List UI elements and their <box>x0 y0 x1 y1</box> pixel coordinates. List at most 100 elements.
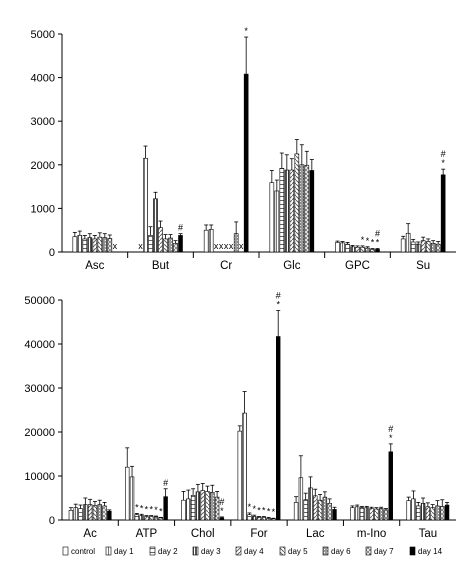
bar-But-day-5 <box>163 238 168 253</box>
legend-label-control: control <box>71 547 95 556</box>
y-tick-label: 20000 <box>24 427 55 439</box>
bar-Asc-day-3 <box>87 237 93 253</box>
bar-Su-day-3 <box>415 243 421 253</box>
category-label-Glc: Glc <box>283 260 301 272</box>
significance-marker: * <box>244 26 248 36</box>
category-label-Ac: Ac <box>83 528 97 540</box>
bar-For-day-4 <box>256 517 262 521</box>
not-detected-marker: x <box>224 241 229 251</box>
bar-m-Ino-day-14 <box>388 451 393 521</box>
legend-swatch-day-1 <box>105 546 112 556</box>
bar-m-Ino-day-7 <box>383 509 389 521</box>
bar-Ac-day-14 <box>107 510 112 521</box>
legend-swatch-day-7 <box>365 546 372 556</box>
significance-marker: * <box>389 433 393 443</box>
bar-Ac-day-4 <box>87 504 93 521</box>
legend-swatch-day-2 <box>149 546 156 556</box>
y-tick-label: 3000 <box>31 116 55 128</box>
significance-marker: * <box>135 502 139 512</box>
bar-m-Ino-day-5 <box>374 508 379 521</box>
y-tick-label: 4000 <box>31 73 55 85</box>
category-label-Asc: Asc <box>85 260 104 272</box>
bar-Lac-control <box>293 502 299 521</box>
bar-Tau-day-1 <box>411 498 416 521</box>
bar-Tau-day-14 <box>444 504 450 521</box>
legend-label-day-3: day 3 <box>201 547 221 556</box>
bar-For-control <box>237 430 242 521</box>
bar-Ac-day-7 <box>102 505 107 521</box>
significance-marker: * <box>262 505 266 515</box>
bar-Tau-day-4 <box>425 506 431 521</box>
significance-marker: * <box>441 158 445 168</box>
category-label-ATP: ATP <box>136 528 158 540</box>
significance-marker: # <box>375 229 380 239</box>
significance-marker: * <box>366 236 370 246</box>
bar-Tau-control <box>406 500 411 521</box>
bar-Asc-day-1 <box>77 235 83 253</box>
bar-Asc-day-5 <box>97 236 103 253</box>
significance-marker: # <box>441 149 446 159</box>
significance-marker: * <box>149 505 153 515</box>
significance-marker: * <box>140 503 144 513</box>
bar-Chol-day-2 <box>190 495 196 521</box>
category-label-But: But <box>152 260 170 272</box>
bar-Chol-day-3 <box>195 491 201 521</box>
significance-marker: # <box>276 291 281 301</box>
bar-Lac-day-3 <box>308 487 313 521</box>
y-tick-label: 50000 <box>24 295 55 307</box>
bar-GPC-day-5 <box>360 246 365 253</box>
bar-But-day-7 <box>173 242 178 253</box>
bar-Chol-day-6 <box>210 491 215 521</box>
significance-marker: # <box>178 223 183 233</box>
not-detected-marker: x <box>138 241 143 251</box>
bar-Chol-control <box>181 499 186 521</box>
bar-Tau-day-2 <box>416 505 421 521</box>
bar-But-day-1 <box>143 157 148 253</box>
y-tick-label: 10000 <box>24 471 55 483</box>
bar-Glc-day-4 <box>289 169 295 253</box>
significance-marker: * <box>252 504 256 514</box>
bar-Lac-day-5 <box>317 499 323 521</box>
y-tick-label: 0 <box>49 515 55 527</box>
bar-Su-day-1 <box>405 232 411 253</box>
bar-Chol-day-14 <box>219 517 225 521</box>
bar-m-Ino-day-6 <box>378 508 384 521</box>
category-label-Su: Su <box>416 260 430 272</box>
bar-Tau-day-6 <box>435 505 440 521</box>
significance-marker: * <box>371 238 375 248</box>
bar-But-day-3 <box>153 198 158 253</box>
bar-Lac-day-1 <box>298 477 304 521</box>
bar-For-day-7 <box>271 518 276 521</box>
bar-But-day-2 <box>148 235 153 253</box>
category-label-GPC: GPC <box>345 260 370 272</box>
bar-Cr-day-14 <box>243 73 249 253</box>
category-label-Lac: Lac <box>306 528 325 540</box>
significance-marker: * <box>159 506 163 516</box>
bar-ATP-day-3 <box>139 515 144 521</box>
bar-Su-day-5 <box>425 241 431 253</box>
legend-label-day-1: day 1 <box>114 547 134 556</box>
category-label-Tau: Tau <box>419 528 438 540</box>
bar-Asc-day-4 <box>92 238 98 253</box>
bar-Lac-day-6 <box>322 496 328 521</box>
bar-Ac-day-2 <box>78 508 83 521</box>
not-detected-marker: x <box>239 241 244 251</box>
significance-marker: * <box>257 505 261 515</box>
bar-GPC-day-2 <box>345 243 350 253</box>
bar-ATP-day-6 <box>153 516 159 521</box>
bar-Ac-control <box>68 510 74 521</box>
not-detected-marker: x <box>113 241 118 251</box>
not-detected-marker: x <box>219 241 224 251</box>
bar-Asc-control <box>72 236 78 253</box>
bar-Glc-day-14 <box>309 170 315 253</box>
bar-Tau-day-3 <box>420 502 426 521</box>
bar-m-Ino-day-3 <box>364 507 369 521</box>
legend-label-day-4: day 4 <box>244 547 264 556</box>
bar-For-day-14 <box>275 336 281 521</box>
bar-Glc-day-2 <box>279 167 285 253</box>
bar-Ac-day-6 <box>97 504 102 521</box>
bar-Chol-day-4 <box>200 490 205 521</box>
legend-swatch-day-3 <box>192 546 199 556</box>
significance-marker: * <box>220 506 224 516</box>
